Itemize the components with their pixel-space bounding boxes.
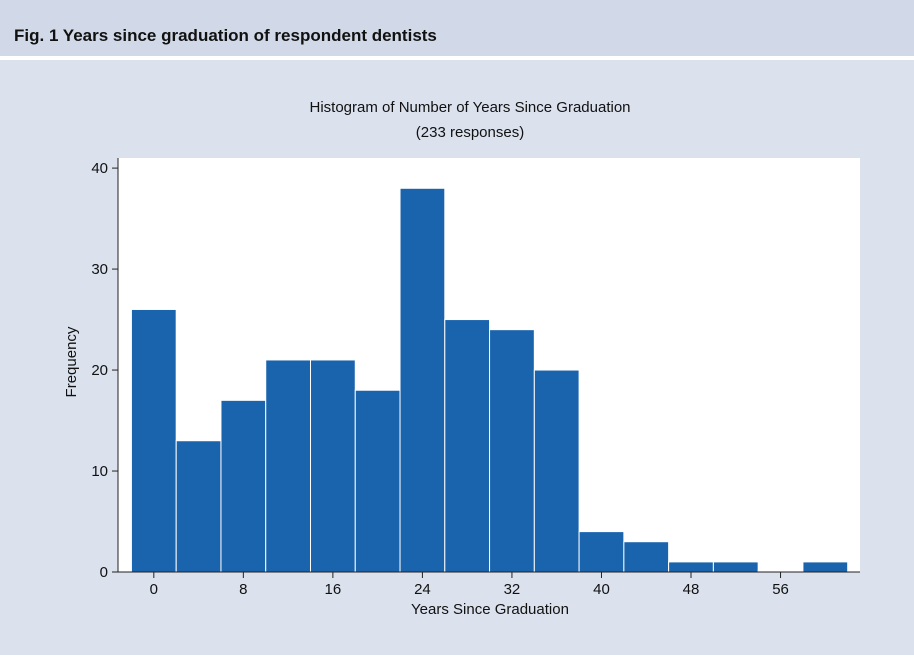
chart-subtitle: (233 responses)	[416, 124, 524, 141]
x-tick-label: 16	[325, 581, 342, 598]
bar	[130, 308, 177, 573]
bar	[668, 561, 714, 573]
bar	[623, 541, 670, 573]
x-tick-label: 8	[239, 581, 247, 598]
caption: Fig. 1 Years since graduation of respond…	[14, 26, 437, 45]
y-tick-label: 30	[91, 261, 108, 278]
y-axis-label: Frequency	[63, 326, 80, 397]
bar	[802, 561, 849, 573]
x-tick-label: 56	[772, 581, 789, 598]
bar	[444, 319, 491, 573]
x-axis-label: Years Since Graduation	[411, 601, 569, 618]
bar	[399, 187, 446, 573]
bar	[220, 399, 267, 573]
x-tick-label: 48	[683, 581, 700, 598]
bar	[309, 359, 356, 573]
bar	[265, 359, 311, 573]
x-tick-label: 32	[504, 581, 521, 598]
separator	[0, 56, 914, 60]
bar	[354, 389, 401, 573]
bar	[489, 329, 535, 573]
x-tick-label: 24	[414, 581, 431, 598]
bar	[578, 531, 625, 573]
y-tick-label: 40	[91, 160, 108, 177]
y-tick-label: 10	[91, 463, 108, 480]
y-tick-label: 20	[91, 362, 108, 379]
bar	[175, 440, 222, 573]
x-tick-label: 0	[150, 581, 158, 598]
chart-title: Histogram of Number of Years Since Gradu…	[310, 99, 631, 116]
bar	[712, 561, 759, 573]
caption-band	[0, 0, 914, 56]
y-tick-label: 0	[100, 564, 108, 581]
bar	[533, 369, 580, 573]
x-tick-label: 40	[593, 581, 610, 598]
